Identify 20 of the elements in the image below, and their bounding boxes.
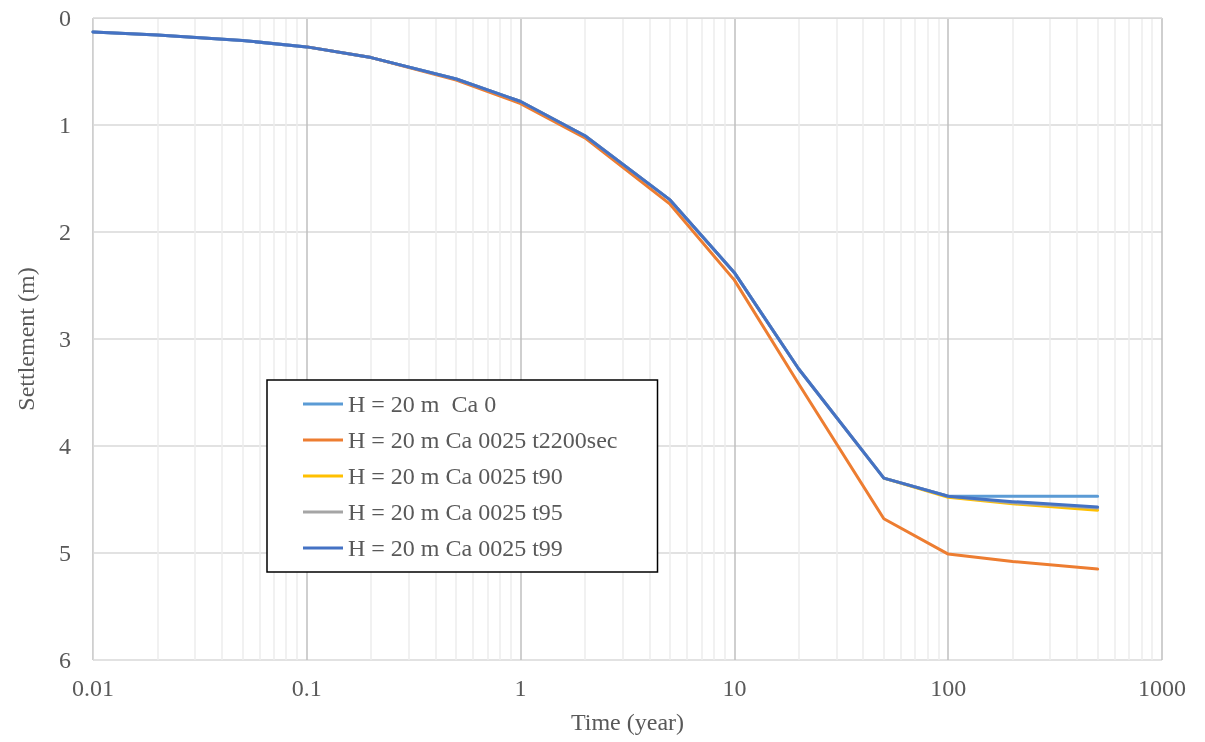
legend-label: H = 20 m Ca 0025 t2200sec: [348, 427, 618, 453]
y-tick-label: 1: [59, 112, 71, 138]
y-tick-label: 3: [59, 326, 71, 352]
x-tick-label: 0.1: [291, 675, 322, 701]
y-tick-label: 0: [59, 5, 71, 31]
x-tick-label: 10: [722, 675, 747, 701]
y-tick-label: 2: [59, 219, 71, 245]
x-tick-label: 1000: [1138, 675, 1186, 701]
y-tick-label: 6: [59, 647, 71, 673]
legend-label: H = 20 m Ca 0025 t99: [348, 535, 563, 561]
y-axis-title: Settlement (m): [13, 267, 39, 411]
x-axis-title: Time (year): [570, 709, 685, 735]
x-tick-label: 1: [514, 675, 527, 701]
x-tick-label: 100: [930, 675, 967, 701]
x-tick-label: 0.01: [72, 675, 114, 701]
y-tick-label: 5: [59, 540, 71, 566]
y-tick-label: 4: [59, 433, 71, 459]
legend-label: H = 20 m Ca 0: [348, 391, 497, 417]
legend-label: H = 20 m Ca 0025 t90: [348, 463, 563, 489]
legend-label: H = 20 m Ca 0025 t95: [348, 499, 563, 525]
